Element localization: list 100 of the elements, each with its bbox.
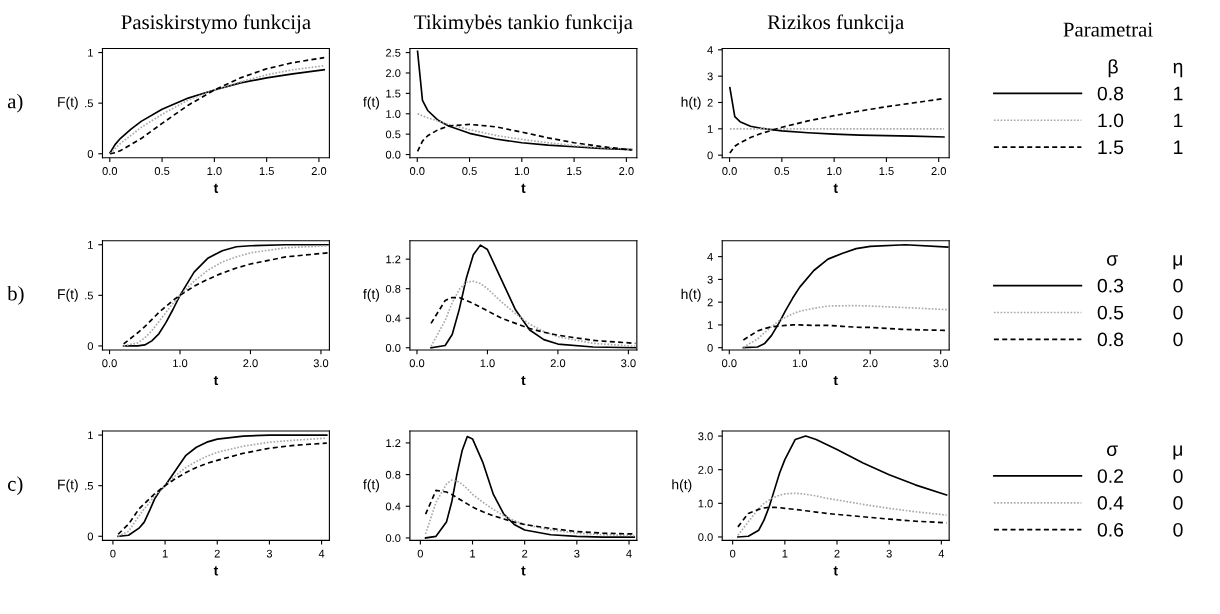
x-tick-label: 2	[214, 549, 220, 558]
y-tick-label: 1	[707, 321, 713, 329]
x-tick-label: 0	[730, 549, 736, 558]
y-tick-label: 2	[707, 98, 713, 107]
x-axis-title: t	[833, 183, 838, 193]
x-tick-label: 2.0	[243, 359, 258, 368]
y-tick-label: .5	[85, 99, 93, 108]
x-tick-label: 0.0	[722, 359, 737, 368]
x-tick-label: 3	[574, 549, 580, 558]
y-tick-label: 3	[707, 275, 713, 284]
legend-label: 0.8 1	[1097, 86, 1183, 101]
x-tick-label: 0.5	[154, 167, 170, 175]
chart-title: Tikimybės tankio funkcija	[414, 14, 633, 34]
x-tick-label: 1.5	[567, 167, 582, 175]
y-axis-title: h(t)	[672, 479, 692, 493]
y-tick-label: 2.5	[386, 48, 401, 57]
y-axis-title: f(t)	[363, 96, 380, 110]
y-axis-title: F(t)	[58, 479, 78, 493]
x-axis-title: t	[521, 566, 526, 576]
x-tick-label: 2.0	[619, 167, 634, 175]
y-axis-title: F(t)	[58, 288, 78, 302]
x-tick-label: 1.0	[173, 359, 188, 368]
y-tick-label: 3	[707, 72, 713, 81]
x-tick-label: 3.0	[933, 359, 948, 368]
y-tick-label: 0.0	[385, 534, 401, 543]
x-tick-label: 1.0	[480, 359, 495, 368]
legend-label: 0.4 0	[1097, 496, 1183, 510]
y-tick-label: 1.2	[386, 255, 401, 264]
y-tick-label: 1	[88, 431, 93, 440]
x-tick-label: 0.0	[102, 359, 117, 368]
y-tick-label: 1.0	[386, 110, 401, 118]
y-tick-label: 1.0	[698, 499, 713, 508]
legend-label: 0.3 0	[1097, 278, 1183, 293]
x-tick-label: 0.0	[722, 167, 737, 175]
x-tick-label: 1.0	[827, 167, 842, 175]
x-tick-label: 0	[417, 549, 424, 558]
x-axis-title: t	[521, 375, 526, 386]
line-series	[430, 280, 637, 348]
y-tick-label: 1	[707, 125, 713, 133]
text: b)	[7, 285, 24, 305]
y-tick-label: 0.5	[385, 130, 401, 139]
x-tick-label: 1.0	[514, 167, 530, 175]
x-tick-label: 0	[110, 549, 116, 558]
legend-title: σ μ	[1107, 445, 1182, 460]
x-axis-title: t	[213, 566, 219, 576]
text: c)	[7, 476, 23, 496]
y-tick-label: 0.0	[385, 344, 401, 352]
x-tick-label: 4	[626, 549, 632, 558]
line-series	[737, 435, 948, 538]
y-tick-label: 1.5	[386, 89, 401, 98]
x-tick-label: 0.5	[774, 167, 790, 175]
line-series	[742, 304, 949, 349]
x-tick-label: 0.5	[462, 167, 477, 175]
x-tick-label: 2.0	[550, 359, 566, 368]
y-tick-label: .5	[85, 291, 93, 300]
y-tick-label: 3.0	[698, 432, 713, 441]
x-tick-label: 2	[834, 549, 840, 558]
y-tick-label: 0	[87, 532, 94, 541]
legend-label: 1.0 1	[1098, 113, 1183, 128]
y-tick-label: 0.8	[385, 284, 401, 293]
chart-title: Rizikos funkcija	[767, 14, 904, 34]
y-tick-label: 0.4	[385, 314, 401, 323]
y-tick-label: 4	[707, 253, 713, 261]
y-axis-title: f(t)	[363, 288, 380, 302]
x-tick-label: 0.0	[409, 167, 425, 175]
text: a)	[7, 93, 23, 113]
y-axis-title: f(t)	[363, 479, 380, 493]
x-axis-title: t	[213, 375, 219, 386]
y-tick-label: 4	[707, 46, 713, 54]
legend-label: 0.8 0	[1097, 332, 1183, 347]
x-tick-label: 4	[938, 549, 945, 558]
legend-title: β η	[1108, 59, 1183, 78]
y-tick-label: 0	[87, 342, 94, 351]
line-series	[416, 112, 633, 151]
y-tick-label: 0	[707, 343, 713, 352]
chart-title: Pasiskirstymo funkcija	[121, 14, 311, 34]
y-tick-label: 2.0	[698, 465, 713, 474]
x-axis-title: t	[213, 183, 219, 193]
x-tick-label: 3	[886, 549, 892, 558]
x-tick-label: 2	[522, 549, 528, 558]
x-tick-label: 0.0	[102, 167, 118, 175]
x-tick-label: 3.0	[621, 359, 636, 368]
y-tick-label: 1.2	[386, 439, 401, 447]
y-tick-label: 2	[707, 298, 713, 307]
y-tick-label: 2.0	[386, 69, 401, 78]
x-tick-label: 1.5	[879, 167, 894, 175]
y-tick-label: 0	[707, 151, 713, 160]
line-series	[424, 479, 636, 537]
legend-title: σ μ	[1107, 255, 1182, 270]
y-axis-title: h(t)	[681, 96, 701, 110]
x-tick-label: 3	[266, 549, 273, 558]
y-axis-title: F(t)	[58, 96, 78, 110]
x-tick-label: 4	[318, 549, 325, 558]
y-tick-label: 1	[88, 241, 93, 249]
y-tick-label: 0.8	[385, 470, 401, 479]
x-tick-label: 1.0	[207, 167, 222, 175]
y-tick-label: .5	[85, 482, 93, 490]
x-axis-title: t	[521, 183, 526, 193]
legend-label: 0.6 0	[1097, 522, 1183, 537]
text: Parametrai	[1063, 22, 1153, 37]
